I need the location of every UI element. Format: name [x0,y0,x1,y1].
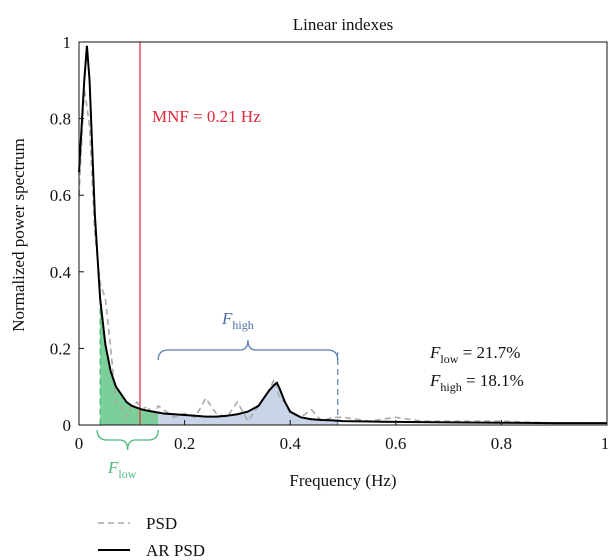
stat-f-low-main: F [429,343,441,362]
x-tick-label: 0.2 [174,434,195,453]
stat-f-high-value: = 18.1% [462,371,524,390]
chart-title: Linear indexes [293,15,394,34]
f-low-band-label-main: F [107,458,119,477]
f-high-band-label: Fhigh [221,309,254,332]
stat-f-high-main: F [429,371,441,390]
stat-f-high: Fhigh = 18.1% [429,371,524,394]
y-axis-label: Normalized power spectrum [9,138,28,332]
f-high-band-label-sub: high [232,318,253,332]
stat-f-high-sub: high [440,380,461,394]
high-band-brace [157,339,339,361]
y-tick-label: 0.2 [50,339,71,358]
y-tick-label: 0.4 [50,263,72,282]
legend: PSD AR PSD [98,514,205,560]
high-band-fill [158,382,338,425]
plot-area-frame [78,41,608,426]
x-tick-label: 0.4 [280,434,302,453]
x-tick-label: 0.8 [491,434,512,453]
f-low-band-label-sub: low [118,467,136,481]
x-axis-label: Frequency (Hz) [289,471,396,490]
y-axis-ticks: 0 0.2 0.4 0.6 0.8 1 [50,33,84,435]
mnf-annotation: MNF = 0.21 Hz [152,107,261,126]
stat-f-low-sub: low [440,352,458,366]
x-tick-label: 0.6 [385,434,406,453]
stat-f-low-value: = 21.7% [458,343,520,362]
legend-label-psd: PSD [146,514,177,533]
f-high-band-label-main: F [221,309,233,328]
y-tick-label: 0 [63,416,72,435]
stat-f-low: Flow = 21.7% [429,343,520,366]
x-tick-label: 1 [601,434,610,453]
x-tick-label: 0 [75,434,84,453]
x-axis-ticks: 0 0.2 0.4 0.6 0.8 1 [75,420,610,453]
y-tick-label: 0.6 [50,186,71,205]
f-low-band-label: Flow [107,458,137,481]
series-line-psd [78,87,607,424]
legend-label-ar-psd: AR PSD [146,541,205,560]
y-tick-label: 0.8 [50,110,71,129]
y-tick-label: 1 [63,33,72,52]
low-band-brace [96,429,159,451]
series-line-ar-psd [78,45,607,425]
